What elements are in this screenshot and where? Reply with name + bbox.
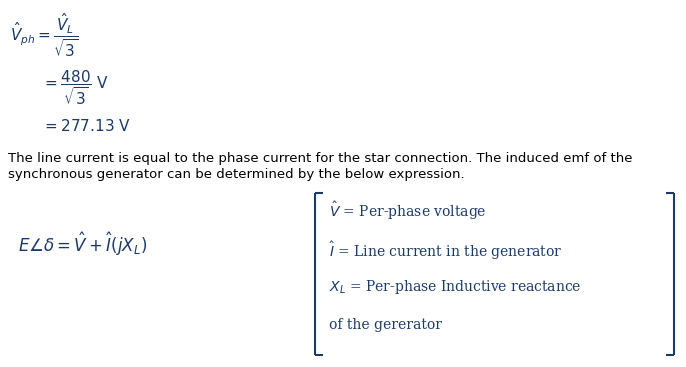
Text: $\hat{V}_{ph} = \dfrac{\hat{V}_L}{\sqrt{3}}$: $\hat{V}_{ph} = \dfrac{\hat{V}_L}{\sqrt{… — [10, 12, 78, 59]
Text: $\hat{V}$ = Per-phase voltage: $\hat{V}$ = Per-phase voltage — [329, 200, 486, 222]
Text: $\hat{I}$ = Line current in the generator: $\hat{I}$ = Line current in the generato… — [329, 240, 563, 262]
Text: of the gererator: of the gererator — [329, 318, 442, 332]
Text: $E\angle\delta = \hat{V} + \hat{I}\left(jX_L\right)$: $E\angle\delta = \hat{V} + \hat{I}\left(… — [18, 230, 147, 258]
Text: synchronous generator can be determined by the below expression.: synchronous generator can be determined … — [8, 168, 464, 181]
Text: $= \dfrac{480}{\sqrt{3}} \ \mathrm{V}$: $= \dfrac{480}{\sqrt{3}} \ \mathrm{V}$ — [42, 68, 109, 107]
Text: $= 277.13\ \mathrm{V}$: $= 277.13\ \mathrm{V}$ — [42, 118, 131, 134]
Text: The line current is equal to the phase current for the star connection. The indu: The line current is equal to the phase c… — [8, 152, 632, 165]
Text: $X_L$ = Per-phase Inductive reactance: $X_L$ = Per-phase Inductive reactance — [329, 278, 582, 296]
